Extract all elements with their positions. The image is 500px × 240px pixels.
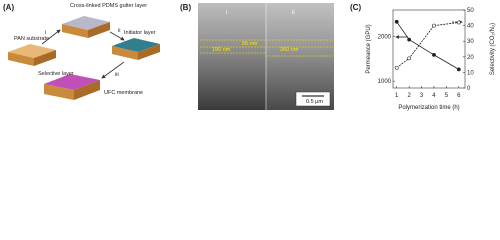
membrane-block [44, 74, 100, 100]
initiator-label: Initiator layer [124, 30, 156, 36]
gutter-block [62, 16, 110, 38]
substrate-label: PAN substrate [14, 36, 49, 42]
x-axis-label: Polymerization time (h) [398, 105, 459, 111]
x-tick-label: 1 [395, 93, 399, 99]
arrow [109, 31, 125, 41]
x-tick-label: 6 [457, 93, 461, 99]
region-label: ii [292, 10, 295, 16]
y2-tick-label: 40 [467, 24, 474, 30]
y-axis-label: Permeance (GPU) [366, 24, 372, 73]
selective-label: Selective layer [38, 71, 74, 77]
thickness-label: 260 nm [280, 47, 299, 53]
step-label: i [45, 30, 46, 36]
data-point [432, 53, 436, 57]
panel-c: (C) Polymerization time (h) Permeance (G… [350, 3, 496, 111]
y2-tick-label: 30 [467, 39, 474, 45]
series-line [396, 22, 459, 69]
y-tick-label: 1000 [378, 79, 392, 85]
data-point [407, 37, 412, 42]
data-point [456, 67, 461, 72]
panel-b: (B) i ii 55 nm 190 nm 260 nm 0.5 μm [180, 3, 334, 110]
panel-label: (C) [350, 3, 361, 12]
panel-a: (A) PAN substrate Cross-linked PDMS gutt… [3, 3, 160, 100]
gutter-label: Cross-linked PDMS gutter layer [70, 3, 147, 9]
region-label: i [226, 10, 227, 16]
data-point [394, 65, 399, 70]
x-tick-label: 5 [445, 93, 449, 99]
y-tick-label: 2000 [378, 34, 392, 40]
step-label: iii [115, 72, 119, 78]
y2-axis-label: Selectivity (CO₂/N₂) [490, 23, 496, 75]
x-tick-label: 3 [420, 93, 424, 99]
y2-tick-label: 10 [467, 70, 474, 76]
step-label: ii [118, 28, 120, 34]
arrow [41, 29, 61, 45]
y2-tick-label: 0 [467, 86, 471, 92]
arrow [101, 61, 125, 79]
thickness-guides [200, 39, 333, 57]
data-point [407, 56, 412, 61]
y2-tick-label: 20 [467, 55, 474, 61]
scale-label: 0.5 μm [306, 99, 323, 105]
thickness-label: 55 nm [242, 41, 258, 47]
substrate-block [8, 44, 56, 66]
y2-tick-label: 50 [467, 8, 474, 14]
panel-label: (B) [180, 3, 191, 12]
panel-label: (A) [3, 3, 14, 12]
data-point [432, 23, 436, 28]
initiator-block [112, 38, 160, 60]
figure: (A) PAN substrate Cross-linked PDMS gutt… [3, 3, 496, 111]
plot-frame [392, 9, 466, 89]
data-point [456, 20, 461, 25]
membrane-label: UFC membrane [104, 90, 143, 96]
series-line [396, 21, 459, 70]
thickness-label: 190 nm [212, 47, 231, 53]
data-point [394, 19, 399, 24]
x-tick-label: 2 [407, 93, 411, 99]
x-tick-label: 4 [432, 93, 436, 99]
